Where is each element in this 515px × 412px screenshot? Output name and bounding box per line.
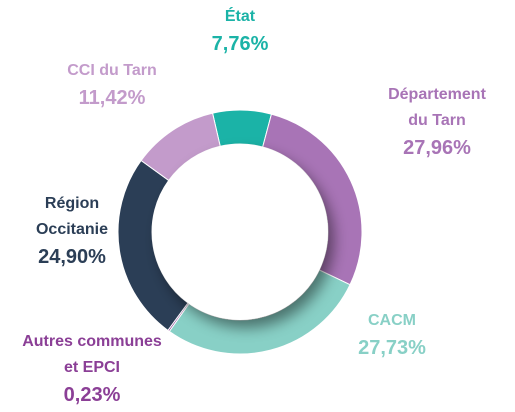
segment-label: CACM 27,73% [292, 308, 492, 362]
segment-label: CCI du Tarn 11,42% [12, 58, 212, 112]
category-label: Autres communes et EPCI [22, 333, 162, 376]
category-label: CACM [368, 312, 416, 329]
donut [117, 109, 363, 355]
value-label: 0,23% [63, 384, 121, 406]
value-label: 11,42% [78, 87, 146, 109]
value-label: 27,73% [358, 337, 426, 359]
segment-label: Autres communes et EPCI 0,23% [17, 329, 167, 409]
category-label: État [224, 8, 256, 25]
category-label: Région Occitanie [35, 195, 109, 238]
segment-label: Département du Tarn 27,96% [378, 82, 496, 162]
value-label: 24,90% [38, 246, 106, 268]
segment-label: Région Occitanie 24,90% [22, 191, 122, 271]
segment-label: État 7,76% [140, 4, 340, 58]
segment [211, 109, 273, 148]
category-label: CCI du Tarn [67, 62, 157, 79]
value-label: 7,76% [211, 33, 269, 55]
category-label: Département du Tarn [388, 86, 486, 129]
value-label: 27,96% [403, 137, 471, 159]
donut-hole [153, 145, 327, 319]
